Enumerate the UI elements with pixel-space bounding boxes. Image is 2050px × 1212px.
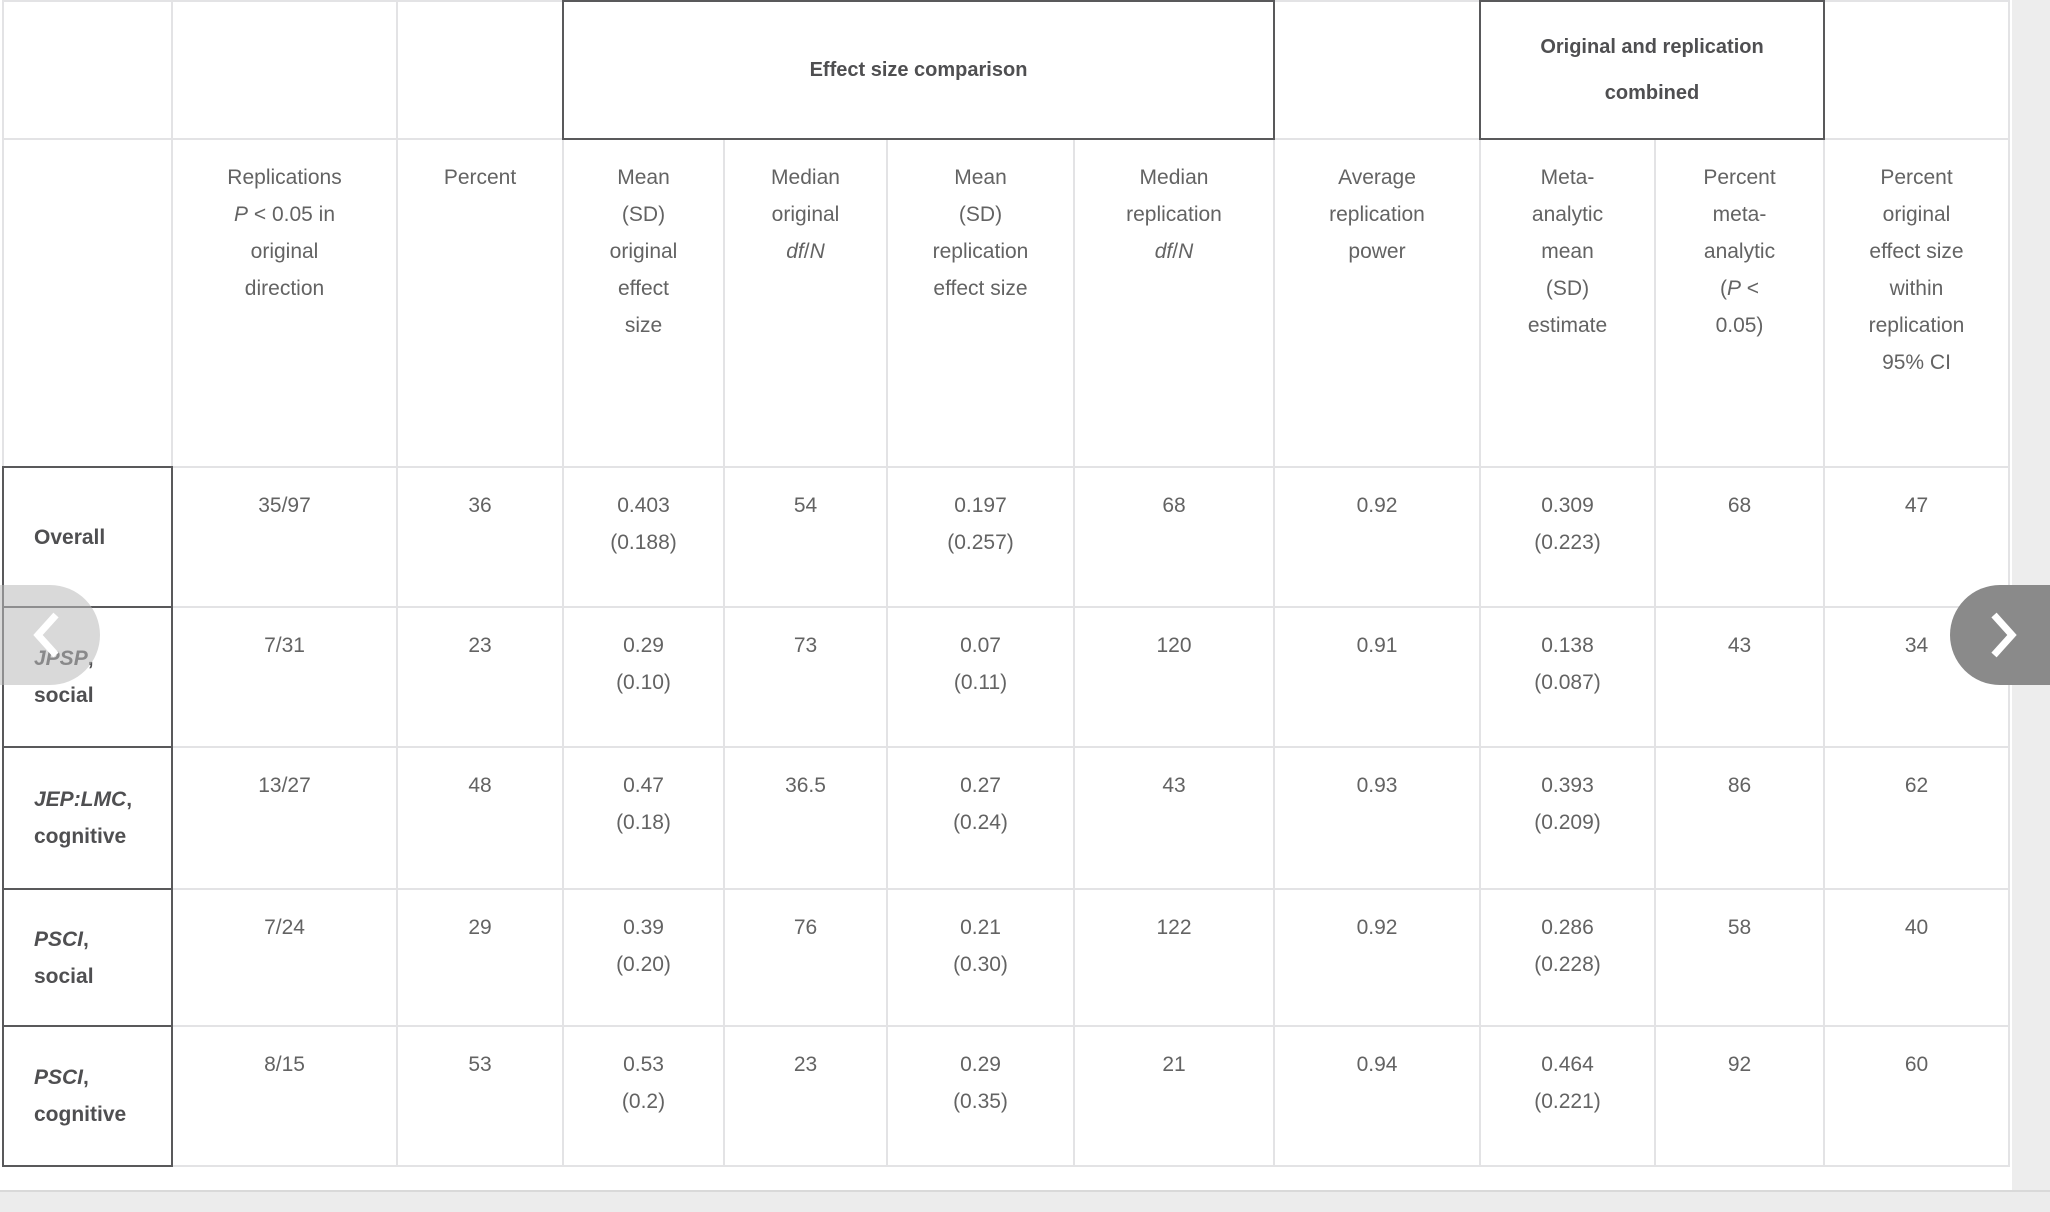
row-header-psci-social: PSCI, social — [2, 888, 173, 1027]
chevron-right-icon — [1991, 612, 2017, 658]
table-cell: 47 — [1825, 468, 2008, 606]
table-cell: 86 — [1656, 748, 1823, 888]
table-cell: 40 — [1825, 890, 2008, 1025]
col-header-median-replication-dfn: Median replication df/N — [1075, 140, 1273, 466]
col-header-replications: Replications P < 0.05 in original direction — [173, 140, 396, 466]
scroll-next-button[interactable] — [1950, 585, 2050, 685]
table-cell: 36 — [398, 468, 562, 606]
col-header-median-original-dfn: Median original df/N — [725, 140, 886, 466]
page-background-bottom-band — [0, 1190, 2050, 1212]
table-cell: 0.403 (0.188) — [564, 468, 723, 606]
table-cell: 73 — [725, 608, 886, 746]
table-cell: 68 — [1075, 468, 1273, 606]
col-header-percent: Percent — [398, 140, 562, 466]
table-cell: 0.393 (0.209) — [1481, 748, 1654, 888]
table-cell: 0.309 (0.223) — [1481, 468, 1654, 606]
col-header-average-replication-power: Average replication power — [1275, 140, 1479, 466]
table-cell: 43 — [1075, 748, 1273, 888]
table-cell: 48 — [398, 748, 562, 888]
table-cell: 76 — [725, 890, 886, 1025]
row-header-column-header — [4, 140, 171, 466]
table-cell: 53 — [398, 1027, 562, 1165]
col-header-mean-sd-original: Mean (SD) original effect size — [564, 140, 723, 466]
row-header-psci-cognitive: PSCI, cognitive — [2, 1025, 173, 1167]
table-cell: 0.94 — [1275, 1027, 1479, 1165]
table-cell: 0.93 — [1275, 748, 1479, 888]
table-cell: 54 — [725, 468, 886, 606]
scroll-prev-button[interactable] — [0, 585, 100, 685]
table-cell: 29 — [398, 890, 562, 1025]
spacer — [398, 2, 562, 138]
spacer — [1275, 2, 1479, 138]
table-cell: 0.21 (0.30) — [888, 890, 1073, 1025]
table-cell: 0.91 — [1275, 608, 1479, 746]
table-cell: 0.27 (0.24) — [888, 748, 1073, 888]
table-cell: 7/24 — [173, 890, 396, 1025]
col-header-meta-analytic-mean: Meta-analytic mean (SD) estimate — [1481, 140, 1654, 466]
table-cell: 0.286 (0.228) — [1481, 890, 1654, 1025]
table-cell: 23 — [398, 608, 562, 746]
table-cell: 0.92 — [1275, 468, 1479, 606]
table-cell: 0.197 (0.257) — [888, 468, 1073, 606]
table-cell: 35/97 — [173, 468, 396, 606]
col-header-percent-meta-analytic: Percent meta-analytic (P <0.05) — [1656, 140, 1823, 466]
corner-spacer — [4, 2, 171, 138]
row-header-jeplmc-cognitive: JEP:LMC, cognitive — [2, 746, 173, 890]
table-cell: 21 — [1075, 1027, 1273, 1165]
table-cell: 0.39 (0.20) — [564, 890, 723, 1025]
spacer — [1825, 2, 2008, 138]
table-cell: 0.53 (0.2) — [564, 1027, 723, 1165]
table-cell: 0.29 (0.35) — [888, 1027, 1073, 1165]
col-header-percent-original-within-ci: Percent original effect size within replicat… — [1825, 140, 2008, 466]
table-cell: 68 — [1656, 468, 1823, 606]
table-cell: 43 — [1656, 608, 1823, 746]
table-cell: 0.47 (0.18) — [564, 748, 723, 888]
row-header-overall: Overall — [2, 466, 173, 608]
table-cell: 120 — [1075, 608, 1273, 746]
table-cell: 23 — [725, 1027, 886, 1165]
table-cell: 122 — [1075, 890, 1273, 1025]
table-cell: 0.07 (0.11) — [888, 608, 1073, 746]
table-cell: 13/27 — [173, 748, 396, 888]
table-cell: 92 — [1656, 1027, 1823, 1165]
table-cell: 60 — [1825, 1027, 2008, 1165]
table-cell: 0.138 (0.087) — [1481, 608, 1654, 746]
table-cell: 8/15 — [173, 1027, 396, 1165]
col-header-mean-sd-replication: Mean (SD) replication effect size — [888, 140, 1073, 466]
table-cell: 0.29 (0.10) — [564, 608, 723, 746]
table-cell: 0.92 — [1275, 890, 1479, 1025]
table-cell: 58 — [1656, 890, 1823, 1025]
table-cell: 7/31 — [173, 608, 396, 746]
span-header-effect-size-comparison: Effect size comparison — [562, 0, 1275, 140]
table-cell: 36.5 — [725, 748, 886, 888]
table-cell: 62 — [1825, 748, 2008, 888]
results-table: Effect size comparison Original and repl… — [2, 0, 2010, 1167]
span-header-original-replication-combined: Original and replication combined — [1479, 0, 1825, 140]
spacer — [173, 2, 396, 138]
table-cell: 0.464 (0.221) — [1481, 1027, 1654, 1165]
chevron-left-icon — [33, 612, 59, 658]
